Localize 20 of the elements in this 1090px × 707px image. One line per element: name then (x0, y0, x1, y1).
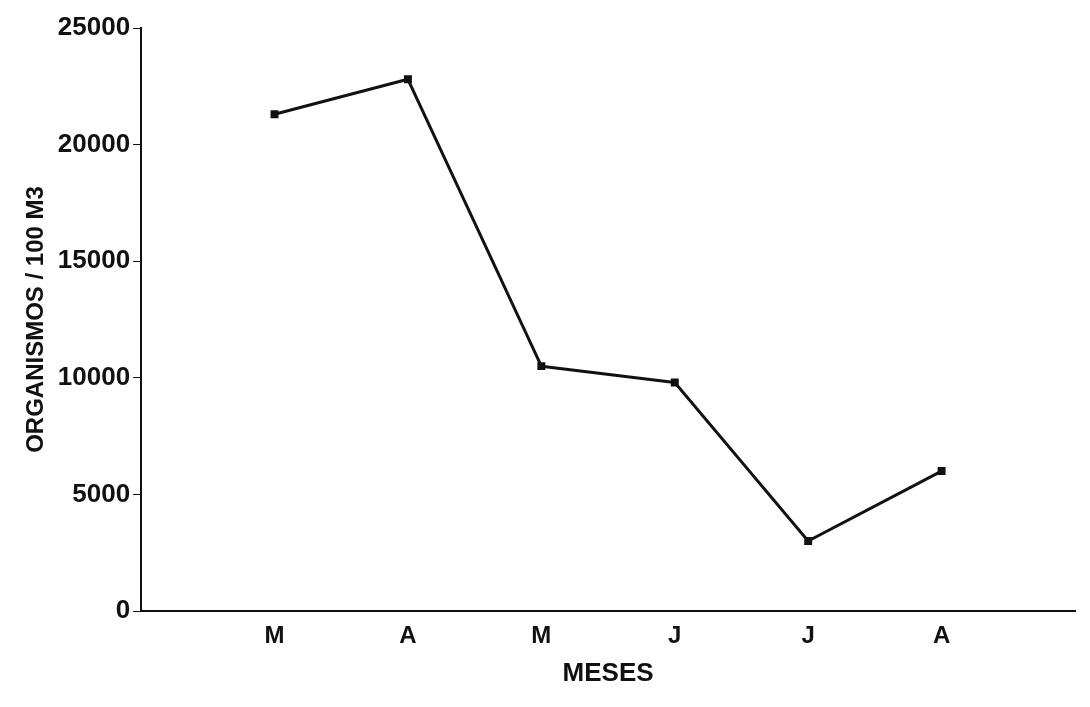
x-tick-label: A (932, 621, 951, 649)
x-tick-label: J (668, 621, 682, 649)
x-tick-label: A (399, 621, 417, 649)
y-tick-label: 0 (115, 594, 131, 625)
x-tick-label: M (264, 621, 285, 649)
y-tick-label: 5000 (72, 477, 131, 508)
point (403, 75, 412, 84)
x-tick-label: J (801, 621, 815, 649)
point (537, 362, 546, 371)
point (670, 378, 679, 387)
y-axis-title: ORGANISMOS / 100 M3 (21, 186, 49, 453)
point (937, 467, 946, 476)
point (270, 110, 279, 119)
point (804, 537, 813, 546)
y-tick-label: 15000 (57, 244, 131, 275)
x-axis-title: MESES (562, 656, 654, 687)
y-tick-label: 20000 (57, 127, 131, 158)
y-tick-label: 25000 (57, 11, 131, 42)
y-tick-label: 10000 (57, 360, 131, 391)
x-tick-label: M (531, 621, 552, 649)
